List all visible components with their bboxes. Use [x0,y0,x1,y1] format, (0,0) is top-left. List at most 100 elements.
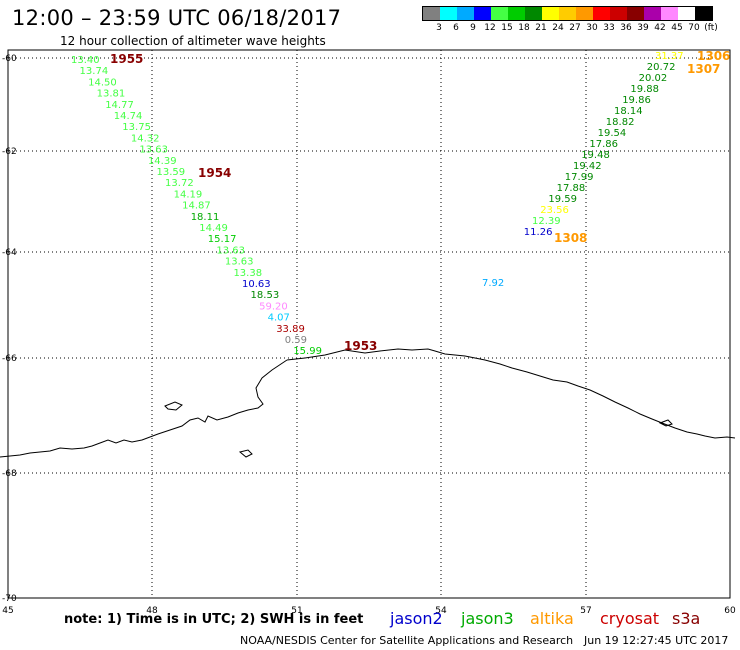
swh-value: 14.49 [199,223,228,234]
map-subtitle: 12 hour collection of altimeter wave hei… [60,34,326,48]
lat-tick-label: -66 [2,354,17,364]
swh-value: 13.63 [139,145,168,156]
legend-label: (ft) [704,23,718,33]
generation-timestamp: Jun 19 12:27:45 UTC 2017 [584,634,729,647]
lat-tick-label: -68 [2,469,17,479]
pass-label: 1953 [344,339,377,353]
coastline [0,348,736,458]
swh-value: 18.14 [614,106,643,117]
swh-value: 17.88 [557,183,586,194]
swh-value: 13.72 [165,178,194,189]
swh-value: 19.48 [581,150,610,161]
swh-value: 14.32 [131,133,160,144]
legend-swatch [423,7,440,20]
legend-label: 42 [654,23,666,33]
pass-label: 1308 [554,231,587,245]
swh-value: 19.88 [630,84,659,95]
swh-value: 17.99 [565,172,594,183]
swh-value: 20.72 [647,62,676,73]
swh-value: 13.75 [122,122,151,133]
satellite-cryosat: cryosat [600,609,660,628]
lon-tick-label: 45 [2,606,13,616]
legend-label: 36 [620,23,632,33]
legend-swatch [610,7,627,20]
swh-value: 13.74 [80,66,109,77]
swh-value: 4.07 [268,313,290,324]
swh-value: 14.87 [182,201,211,212]
altimeter-track-east: 31.3720.7220.0219.8819.8618.1418.8219.54… [482,51,684,289]
swh-value: 11.26 [524,227,553,238]
color-legend: 3 6 9 12 15 18 21 24 27 30 33 36 39 42 45 70 (ft) [422,6,718,35]
swh-value: 33.89 [276,324,305,335]
swh-value: 18.53 [251,290,280,301]
swh-value: 10.63 [242,279,271,290]
swh-value: 14.39 [148,156,177,167]
pass-label: 1955 [110,52,143,66]
swh-value: 23.56 [540,205,569,216]
legend-label: 15 [501,23,513,33]
legend-swatch [491,7,508,20]
legend-label: 33 [603,23,615,33]
lon-tick-label: 51 [291,606,302,616]
pass-label: 1307 [687,62,720,76]
legend-label: 30 [586,23,598,33]
swh-value: 19.86 [622,95,651,106]
swh-value: 19.42 [573,161,602,172]
legend-labels: 3 6 9 12 15 18 21 24 27 30 33 36 39 42 45 70 (ft) [422,21,718,35]
swh-value: 31.37 [655,51,684,62]
swh-value: 14.50 [88,77,117,88]
swh-value: 13.63 [216,245,245,256]
lat-tick-label: -62 [2,147,17,157]
graticule: 45 48 51 54 57 60 -60 -62 -64 -66 -68 -70 [2,49,736,616]
legend-label: 70 [688,23,700,33]
satellite-jason2: jason2 [390,609,443,628]
swh-value: 18.82 [606,117,635,128]
swh-value: 13.59 [157,167,186,178]
legend-label: 9 [470,23,476,33]
legend-swatch [695,7,712,20]
legend-swatch [508,7,525,20]
swh-value: 13.38 [233,268,262,279]
legend-label: 45 [671,23,683,33]
swh-value: 12.39 [532,216,561,227]
legend-swatch [627,7,644,20]
swh-value: 14.74 [114,111,143,122]
pass-label: 1954 [198,166,231,180]
legend-swatch [593,7,610,20]
legend-label: 27 [569,23,581,33]
swh-value: 13.81 [97,89,126,100]
swh-value: 0.59 [285,335,307,346]
legend-swatch [440,7,457,20]
swh-value: 14.19 [174,189,203,200]
satellite-s3a: s3a [672,609,701,628]
swh-value: 13.63 [225,257,254,268]
lat-tick-label: -60 [2,54,17,64]
swh-value: 20.02 [639,73,668,84]
swh-value: 19.59 [548,194,577,205]
legend-label: 18 [518,23,530,33]
lon-tick-label: 48 [146,606,158,616]
satellite-jason3: jason3 [461,609,514,628]
swh-value: 7.92 [482,278,504,289]
lon-tick-label: 54 [435,606,447,616]
map-frame [7,49,731,599]
satellite-altika: altika [530,609,574,628]
legend-swatch [661,7,678,20]
lon-tick-label: 57 [580,606,591,616]
swh-value: 14.77 [105,100,134,111]
swh-value: 59.20 [259,301,288,312]
legend-label: 21 [535,23,547,33]
footer-note: note: 1) Time is in UTC; 2) SWH is in fe… [64,612,364,627]
swh-value: 19.54 [598,128,627,139]
legend-swatch [559,7,576,20]
swh-value: 18.11 [191,212,220,223]
lat-tick-label: -70 [2,594,17,604]
swh-value: 15.17 [208,234,237,245]
legend-label: 6 [453,23,459,33]
legend-label: 39 [637,23,649,33]
legend-swatches [422,6,713,21]
legend-label: 12 [484,23,496,33]
map-title: 12:00 – 23:59 UTC 06/18/2017 [12,6,342,30]
legend-swatch [576,7,593,20]
